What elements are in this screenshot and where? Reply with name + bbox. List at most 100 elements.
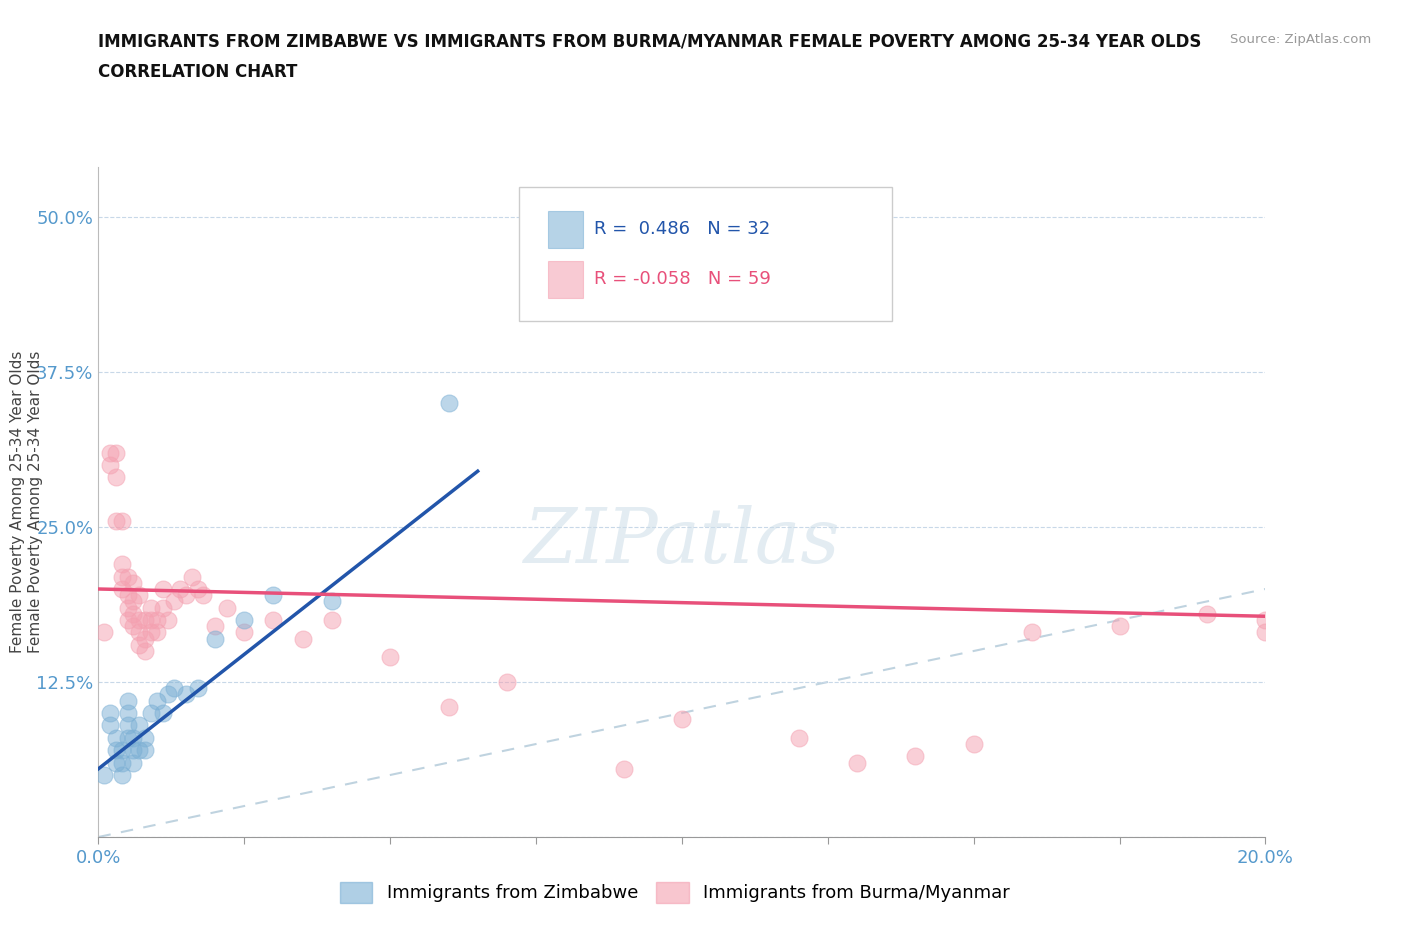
Point [111,743,134,758]
Point [117,613,139,628]
Point [139,625,162,640]
Point [104,445,127,460]
Point [122,743,145,758]
Point [104,755,127,770]
FancyBboxPatch shape [548,261,582,298]
Point [104,730,127,745]
Point [146,625,169,640]
Point [146,613,169,628]
Point [111,581,134,596]
Point [157,687,180,702]
Point [128,588,150,603]
Point [174,588,197,603]
Point [215,600,238,615]
Point [134,613,156,628]
Point [134,644,156,658]
Point [104,513,127,528]
Point [180,569,202,584]
Point [163,594,186,609]
Point [117,569,139,584]
Point [321,594,343,609]
Text: Female Poverty Among 25-34 Year Olds: Female Poverty Among 25-34 Year Olds [28,351,42,654]
Point [128,637,150,652]
Point [139,613,162,628]
Point [612,762,634,777]
Point [291,631,314,646]
Point [146,693,169,708]
Point [122,576,145,591]
Point [139,600,162,615]
Point [233,625,256,640]
Point [111,557,134,572]
Point [122,594,145,609]
Point [139,706,162,721]
Point [204,618,226,633]
Text: R =  0.486   N = 32: R = 0.486 N = 32 [595,220,770,238]
Point [233,613,256,628]
Text: IMMIGRANTS FROM ZIMBABWE VS IMMIGRANTS FROM BURMA/MYANMAR FEMALE POVERTY AMONG 2: IMMIGRANTS FROM ZIMBABWE VS IMMIGRANTS F… [98,33,1202,50]
Point [671,711,693,726]
Point [1195,606,1218,621]
Point [122,755,145,770]
Point [98,718,121,733]
Point [845,755,868,770]
Point [128,625,150,640]
Point [111,767,134,782]
Text: CORRELATION CHART: CORRELATION CHART [98,63,298,81]
Point [111,513,134,528]
Text: Source: ZipAtlas.com: Source: ZipAtlas.com [1230,33,1371,46]
Point [437,699,460,714]
Point [117,588,139,603]
Point [495,674,517,689]
Point [128,718,150,733]
Point [962,737,984,751]
Point [117,718,139,733]
FancyBboxPatch shape [519,188,891,322]
Point [128,743,150,758]
Point [1254,625,1277,640]
Text: ZIPatlas: ZIPatlas [523,505,841,579]
Point [437,395,460,410]
Point [104,470,127,485]
Point [134,743,156,758]
Y-axis label: Female Poverty Among 25-34 Year Olds: Female Poverty Among 25-34 Year Olds [10,351,25,654]
Point [152,706,174,721]
Point [93,625,115,640]
Legend: Immigrants from Zimbabwe, Immigrants from Burma/Myanmar: Immigrants from Zimbabwe, Immigrants fro… [330,872,1019,911]
Point [904,749,927,764]
Point [134,730,156,745]
Point [152,600,174,615]
Point [187,581,209,596]
Point [117,600,139,615]
Point [122,730,145,745]
Point [98,706,121,721]
FancyBboxPatch shape [548,211,582,247]
Point [98,458,121,472]
Point [111,569,134,584]
Point [134,631,156,646]
Point [262,613,284,628]
Point [93,767,115,782]
Point [152,581,174,596]
Point [174,687,197,702]
Point [111,755,134,770]
Point [262,588,284,603]
Point [378,650,402,665]
Point [117,706,139,721]
Point [122,606,145,621]
Point [157,613,180,628]
Point [169,581,191,596]
Point [128,613,150,628]
Point [98,445,121,460]
Point [1254,613,1277,628]
Text: R = -0.058   N = 59: R = -0.058 N = 59 [595,271,772,288]
Point [1021,625,1043,640]
Point [117,730,139,745]
Point [321,613,343,628]
Point [163,681,186,696]
Point [193,588,215,603]
Point [204,631,226,646]
Point [787,730,810,745]
Point [104,743,127,758]
Point [187,681,209,696]
